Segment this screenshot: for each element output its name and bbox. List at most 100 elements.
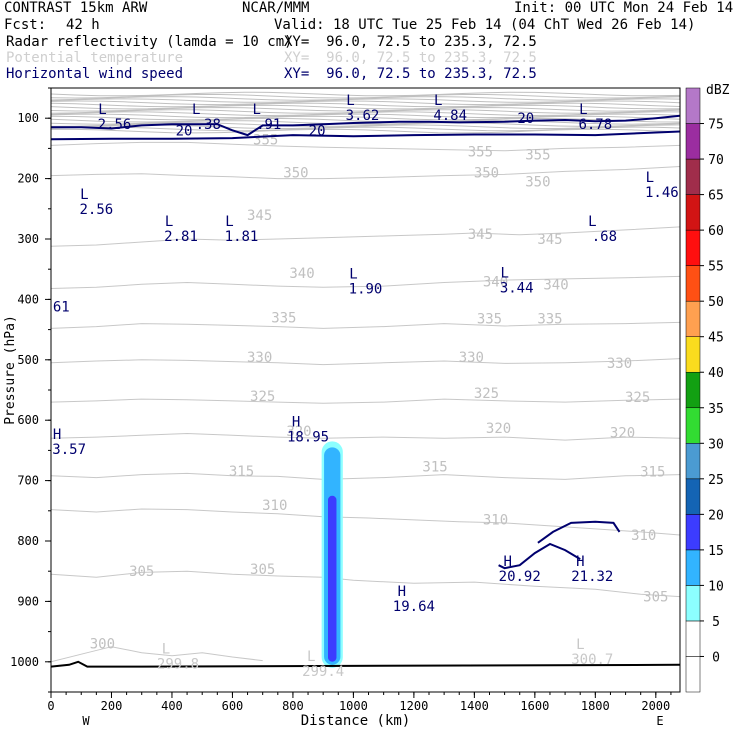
extremum-marker: L: [253, 102, 261, 118]
isentrope-label: 310: [483, 512, 508, 528]
isentrope-label: 315: [640, 465, 665, 481]
extremum-marker: L: [165, 214, 173, 230]
isentrope-label: 325: [474, 386, 499, 402]
colorbar-label: 40: [708, 366, 724, 381]
model-source: NCAR/MMM: [242, 0, 310, 16]
model-title: CONTRAST 15km ARW: [4, 0, 148, 16]
isentrope-label: 340: [483, 274, 508, 290]
isentrope-label: 325: [250, 389, 275, 405]
isentrope-310: [51, 508, 680, 536]
reflectivity-15-dbz: [328, 495, 337, 662]
extremum-value: 2.81: [164, 229, 198, 245]
x-tick-label: 1600: [520, 699, 549, 713]
x-tick-label: 2000: [641, 699, 670, 713]
extremum-marker: L: [349, 267, 357, 283]
extremum-marker: L: [576, 637, 584, 653]
isentrope-label: 340: [289, 266, 314, 282]
y-tick-label: 1000: [10, 655, 39, 669]
isentrope-label: 315: [229, 464, 254, 480]
colorbar-swatch-45: [685, 300, 701, 337]
extremum-value: 20.92: [499, 569, 541, 585]
strat-isentrope: [51, 115, 680, 121]
x-axis-label: Distance (km): [301, 713, 411, 729]
isentrope-label: 335: [537, 312, 562, 328]
y-axis-label: Pressure (hPa): [3, 315, 18, 425]
extremum-marker: L: [579, 102, 587, 118]
colorbar-title: dBZ: [706, 83, 730, 98]
surface-line: [51, 660, 680, 668]
colorbar-label: 5: [712, 615, 720, 630]
wind-contour: [498, 542, 581, 570]
isentrope-label: 305: [643, 590, 668, 606]
colorbar-label: 75: [708, 118, 724, 133]
field-reflectivity-xy: XY= 96.0, 72.5 to 235.3, 72.5: [284, 34, 537, 50]
isentrope-label: 350: [525, 175, 550, 191]
colorbar-label: 60: [708, 224, 724, 239]
forecast-hours: 42 h: [66, 17, 100, 33]
y-tick-label: 400: [17, 292, 39, 306]
extremum-marker: L: [588, 214, 596, 230]
isentrope-label: 300: [90, 637, 115, 653]
y-tick-label: 500: [17, 353, 39, 367]
strat-isentrope: [51, 98, 680, 103]
isentrope-label: 335: [271, 311, 296, 327]
colorbar-label: 35: [708, 402, 724, 417]
strat-isentrope: [51, 126, 680, 132]
strat-isentrope: [51, 102, 680, 108]
isentrope-320: [51, 432, 680, 441]
isentrope-label: 325: [625, 390, 650, 406]
colorbar-swatch-10: [685, 549, 701, 586]
strat-isentrope: [51, 91, 680, 97]
isentrope-label: 355: [525, 147, 550, 163]
x-end-label-west: W: [82, 714, 90, 728]
isentrope-label: 340: [543, 277, 568, 293]
isentrope-330: [51, 358, 680, 366]
isentrope-label: 320: [610, 425, 635, 441]
extremum-value: 21.32: [571, 569, 613, 585]
field-wind-xy: XY= 96.0, 72.5 to 235.3, 72.5: [284, 66, 537, 82]
wind-contour: [537, 520, 621, 544]
strat-isentrope: [51, 113, 680, 119]
wind-contour-label: 20: [517, 111, 534, 127]
strat-isentrope: [51, 94, 680, 99]
colorbar-swatch-65: [685, 158, 701, 195]
field-reflectivity-name: Radar reflectivity (lamda = 10 cm): [6, 34, 293, 50]
forecast-label: Fcst:: [4, 17, 47, 33]
x-tick-label: 600: [222, 699, 244, 713]
colorbar-swatch-20: [685, 478, 701, 515]
extremum-marker: L: [307, 649, 315, 665]
isentrope-label: 315: [422, 460, 447, 476]
y-tick-label: 900: [17, 594, 39, 608]
extremum-value: .61: [44, 300, 69, 316]
extremum-value: .91: [256, 117, 281, 133]
isentrope-label: 310: [631, 528, 656, 544]
colorbar-swatch-0: [685, 620, 701, 657]
isentrope-label: 330: [607, 356, 632, 372]
strat-isentrope: [51, 111, 680, 117]
extremum-value: .68: [592, 229, 617, 245]
isentrope-label: 345: [247, 208, 272, 224]
field-theta-xy: XY= 96.0, 72.5 to 235.3, 72.5: [284, 50, 537, 66]
y-tick-label: 800: [17, 534, 39, 548]
isentrope-label: 350: [283, 166, 308, 182]
x-tick-label: 1200: [399, 699, 428, 713]
isentrope-label: 350: [474, 166, 499, 182]
x-end-label-east: E: [656, 714, 663, 728]
isentrope-label: 330: [459, 350, 484, 366]
colorbar-label: 15: [708, 544, 724, 559]
x-tick-label: 1000: [339, 699, 368, 713]
extremum-value: 19.64: [393, 599, 435, 615]
strat-isentrope: [51, 106, 680, 112]
x-tick-label: 1800: [581, 699, 610, 713]
colorbar-label: 20: [708, 508, 724, 523]
isentrope-350: [51, 166, 680, 180]
extremum-marker: L: [192, 102, 200, 118]
x-tick-label: 800: [282, 699, 304, 713]
extremum-marker: L: [225, 214, 233, 230]
isentrope-label: 345: [468, 227, 493, 243]
colorbar-swatch-70: [685, 123, 701, 160]
colorbar-label: 50: [708, 295, 724, 310]
colorbar-swatch-25: [685, 443, 701, 480]
isentrope-335: [51, 321, 680, 329]
